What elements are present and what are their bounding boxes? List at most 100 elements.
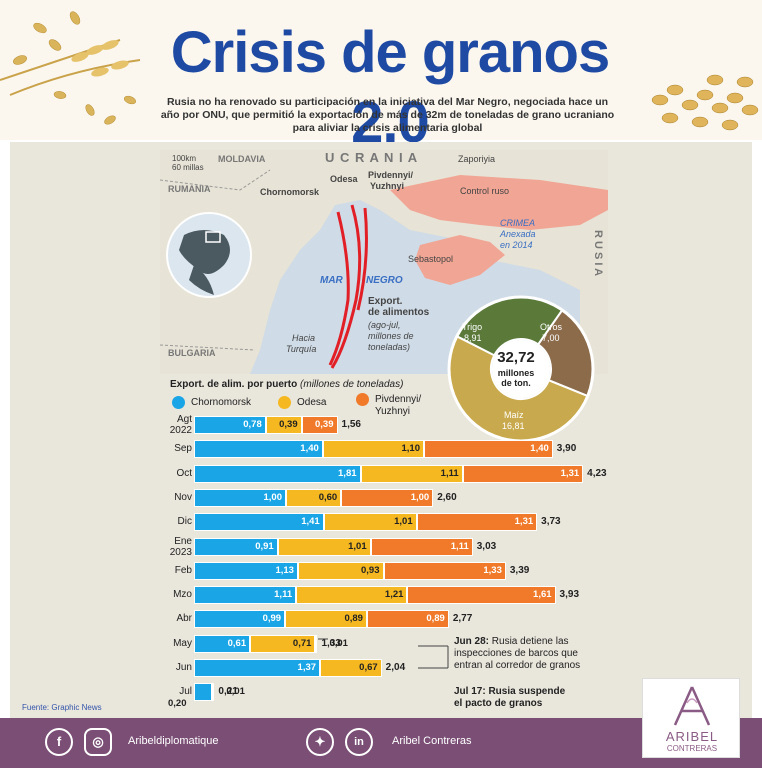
- footer-handle-2[interactable]: Aribel Contreras: [392, 735, 472, 747]
- annotation-jun28-bold: Jun 28:: [454, 636, 490, 647]
- bar-value-label: 1,31: [514, 516, 534, 528]
- bar-value-label: 1,01: [348, 540, 367, 552]
- map-export-sub3: toneladas): [368, 342, 411, 352]
- annotation-jun28-text3: entran al corredor de granos: [454, 660, 581, 671]
- wheat-left-image: [0, 11, 141, 125]
- bar-chornomorsk: [194, 561, 298, 580]
- category-label: May: [173, 637, 192, 649]
- legend-item-pivdennyi: Pivdennyi/ Yuzhnyi: [356, 392, 421, 420]
- bar-total-label: 2,77: [452, 613, 473, 625]
- map-label-control-ruso: Control ruso: [460, 186, 510, 196]
- category-label: Agt 2022: [169, 414, 192, 436]
- logo-sub: CONTRERAS: [666, 744, 718, 753]
- bar-total-label: 3,93: [559, 589, 580, 601]
- bar-pivdennyi: [315, 634, 318, 653]
- donut-svg: [447, 295, 595, 443]
- logo-name: ARIBEL: [665, 729, 719, 744]
- footer-handle-1[interactable]: Aribeldiplomatique: [128, 735, 219, 747]
- donut-unit2: de ton.: [501, 378, 531, 388]
- linkedin-icon[interactable]: in: [345, 728, 373, 756]
- bar-total-label: 2,04: [385, 662, 406, 673]
- bar-value-label: 1,13: [275, 564, 294, 576]
- map-label-bulgaria: BULGARIA: [168, 348, 216, 358]
- donut-unit1: millones: [497, 368, 535, 378]
- category-label: Sep: [174, 443, 192, 455]
- bar-odesa: [250, 634, 316, 653]
- bar-chornomorsk: [194, 488, 286, 507]
- donut-slice-trigo-value: 8,91: [464, 333, 482, 343]
- map-label-en2014: en 2014: [500, 240, 533, 250]
- chart-title-unit: (millones de toneladas): [300, 379, 404, 390]
- map-label-odesa: Odesa: [330, 174, 358, 184]
- bar-odesa: [297, 561, 384, 580]
- bar-total-label: 4,23: [587, 467, 607, 479]
- bar-value-label: 1,40: [300, 443, 319, 455]
- bar-total-label: 2,60: [437, 491, 457, 503]
- map-export-sub2: millones de: [368, 331, 414, 341]
- chart-title: Export. de alim. por puerto (millones de…: [170, 379, 403, 390]
- bar-odesa: [277, 537, 371, 556]
- bar-chornomorsk: [194, 416, 266, 434]
- map-export-title2: de alimentos: [368, 307, 430, 318]
- bar-chornomorsk: [194, 513, 324, 532]
- bar-value-label-small: 0,20: [168, 698, 187, 710]
- source-note: Fuente: Graphic News: [22, 703, 102, 712]
- map-label-rumania: RUMANIA: [168, 184, 211, 194]
- donut-total: 32,72: [497, 349, 535, 366]
- bar-value-label: 0,89: [344, 613, 363, 625]
- bar-value-label: 1,33: [483, 564, 502, 576]
- bar-odesa: [323, 513, 417, 532]
- bar-total-label: 1,33: [321, 637, 341, 649]
- legend-label-odesa: Odesa: [297, 396, 327, 408]
- bar-odesa: [286, 488, 342, 507]
- bar-pivdennyi: [407, 586, 556, 605]
- bar-pivdennyi: [301, 416, 338, 434]
- bar-odesa: [285, 610, 367, 629]
- map-scale-km: 100km: [172, 154, 197, 163]
- donut-chart: 32,72 millones de ton. Trigo 8,91 Otros …: [436, 294, 606, 444]
- map-label-pivdennyi: Pivdennyi/: [368, 170, 414, 180]
- bar-value-label: 1,21: [384, 589, 404, 601]
- twitter-icon[interactable]: ✦: [306, 728, 334, 756]
- bar-value-label: 1,00: [410, 491, 430, 503]
- brand-logo: ARIBEL CONTRERAS: [642, 678, 740, 758]
- map-label-rusia: R U S I A: [592, 230, 604, 277]
- bar-value-label: 1,37: [297, 662, 317, 673]
- legend-label-pivdennyi-line1: Pivdennyi/: [375, 394, 422, 405]
- bar-value-label: 1,01: [394, 516, 413, 528]
- bar-value-label: 0,89: [426, 613, 445, 625]
- map-label-turquia: Turquía: [286, 344, 317, 354]
- annotation-jul17: Jul 17: Rusia suspende el pacto de grano…: [454, 686, 565, 710]
- bar-value-label: 1,81: [338, 467, 357, 479]
- bar-total-label: 3,73: [541, 516, 561, 528]
- facebook-icon[interactable]: f: [45, 728, 73, 756]
- map-label-yuzhnyi: Yuzhnyi: [370, 181, 405, 191]
- category-label: Nov: [174, 491, 192, 503]
- bar-total-label: 3,90: [556, 443, 577, 455]
- bar-value-label: 0,39: [279, 419, 298, 430]
- category-label: Dic: [177, 516, 192, 528]
- bar-value-label: 0,93: [361, 564, 380, 576]
- bar-value-label: 0,78: [243, 419, 262, 430]
- annotation-jun28: Jun 28: Rusia detiene las inspecciones d…: [454, 636, 580, 672]
- bar-value-label: 0,61: [227, 637, 247, 649]
- bar-value-label: 0,99: [262, 613, 282, 625]
- bar-pivdennyi: [370, 537, 473, 556]
- bar-odesa: [322, 440, 424, 459]
- map-label-anexada: Anexada: [500, 229, 536, 239]
- bar-odesa: [360, 464, 463, 483]
- bar-value-label: 1,11: [440, 467, 459, 479]
- instagram-icon[interactable]: ◎: [84, 728, 112, 756]
- globe-inset: [166, 212, 252, 298]
- map-label-mar: MAR: [320, 275, 343, 286]
- bar-value-label: 1,11: [450, 540, 469, 552]
- legend-item-odesa: Odesa: [278, 394, 326, 410]
- donut-slice-otros-value: 7,00: [542, 333, 560, 343]
- bar-odesa: [212, 683, 215, 702]
- donut-slice-trigo-name: Trigo: [462, 322, 483, 332]
- bar-value-label: 0,60: [318, 491, 338, 503]
- legend-label-pivdennyi-line2: Yuzhnyi: [375, 406, 411, 417]
- map-label-zaporiyia: Zaporiyia: [458, 154, 496, 164]
- bar-chornomorsk: [194, 634, 251, 653]
- map-label-crimea: CRIMEA: [500, 218, 536, 228]
